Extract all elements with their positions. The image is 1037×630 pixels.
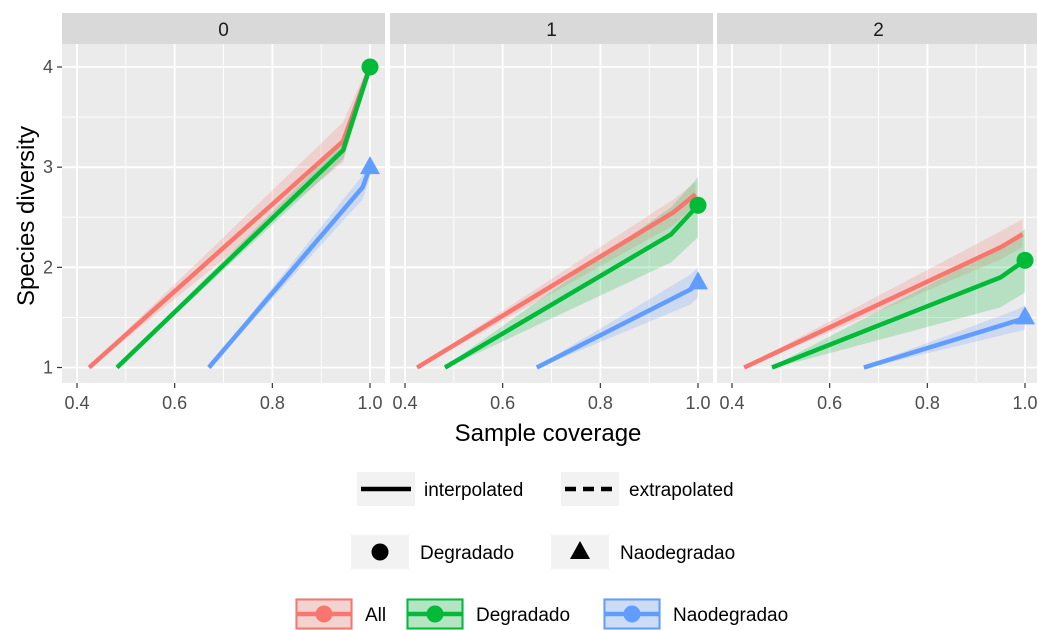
- legend-entry-Degradado: Degradado: [406, 598, 570, 630]
- confidence-band-naodegradao: [863, 305, 1025, 369]
- legend-entry-All: All: [295, 598, 386, 630]
- x-tick-label: 0.4: [719, 393, 744, 413]
- confidence-band-naodegradao: [536, 267, 698, 369]
- legend: interpolated extrapolated Degradado Naodegr…: [295, 472, 788, 630]
- confidence-band-all: [744, 219, 1023, 369]
- y-tick-label: 4: [43, 57, 53, 77]
- facet-panel-1: 1 0.4 0.6 0.8 1.0: [390, 13, 713, 413]
- x-tick-label: 0.8: [588, 393, 613, 413]
- x-tick-label: 0.4: [392, 393, 417, 413]
- legend-label: Degradado: [476, 605, 570, 626]
- grid: [717, 44, 1037, 383]
- legend-entry-extrapolated: extrapolated: [561, 472, 734, 506]
- confidence-band-degradado: [772, 229, 1025, 369]
- facet-strip-label: 0: [218, 20, 229, 41]
- x-tick-label: 1.0: [357, 393, 382, 413]
- legend-label: Naodegradao: [673, 605, 788, 626]
- legend-entry-Naodegradao: Naodegradao: [603, 598, 788, 630]
- y-tick-label: 2: [43, 257, 53, 277]
- legend-key-point: [623, 605, 641, 623]
- facet-strip: [390, 13, 713, 44]
- legend-label: Naodegradao: [620, 543, 735, 564]
- observed-point-naodegradao: [360, 156, 380, 175]
- legend-label: interpolated: [424, 480, 523, 501]
- legend-entry-Naodegradao: Naodegradao: [551, 535, 735, 569]
- series-line-all: [416, 192, 697, 370]
- confidence-band-degradado: [445, 177, 698, 369]
- x-tick-label: 0.8: [260, 393, 285, 413]
- legend-key-point: [426, 605, 444, 623]
- facet-strip-label: 2: [873, 20, 884, 41]
- y-axis: 1 2 3 4: [43, 57, 62, 378]
- legend-key-point: [315, 605, 333, 623]
- facet-panel-2: 2 0.4 0.6 0.8 1.0: [717, 13, 1037, 413]
- observed-point-degradado: [1016, 251, 1034, 269]
- x-axis-title: Sample coverage: [455, 420, 642, 447]
- legend-shape: Degradado Naodegradao: [351, 535, 735, 569]
- legend-linetype: interpolated extrapolated: [357, 472, 734, 506]
- legend-entry-interpolated: interpolated: [357, 472, 523, 506]
- legend-color: All Degradado Naodegradao: [295, 598, 788, 630]
- legend-entry-Degradado: Degradado: [351, 535, 514, 569]
- observed-point-naodegradao: [1015, 306, 1035, 325]
- observed-point-degradado: [689, 196, 707, 214]
- legend-label: extrapolated: [629, 480, 734, 501]
- y-tick-label: 1: [43, 358, 53, 378]
- x-tick-label: 1.0: [1012, 393, 1037, 413]
- grid: [390, 44, 713, 383]
- series-line-all: [743, 232, 1024, 370]
- legend-label: Degradado: [420, 543, 514, 564]
- x-tick-label: 1.0: [685, 393, 710, 413]
- y-tick-label: 3: [43, 157, 53, 177]
- legend-key-triangle: [570, 541, 590, 559]
- x-tick-label: 0.6: [817, 393, 842, 413]
- facet-strip-label: 1: [546, 20, 557, 41]
- y-axis-title: Species diversity: [13, 126, 40, 306]
- series-line-degradado: [115, 66, 373, 370]
- series-line-degradado: [443, 203, 700, 370]
- legend-key-circle: [371, 543, 389, 561]
- facet-strip: [62, 13, 385, 44]
- series-line-degradado: [771, 258, 1027, 370]
- facet-panel-0: 0 0.4 0.6 0.8 1.0: [62, 13, 385, 413]
- x-tick-label: 0.6: [162, 393, 187, 413]
- facet-strip: [717, 13, 1037, 44]
- observed-point-degradado: [361, 58, 379, 76]
- panels-layer: 0 0.4 0.6 0.8 1.0 1 0.4 0.6 0.8 1.0 2 0.4 0.6 0.8 1.0: [62, 13, 1037, 413]
- observed-point-naodegradao: [688, 271, 708, 290]
- x-tick-label: 0.8: [915, 393, 940, 413]
- confidence-band-all: [417, 182, 696, 369]
- x-tick-label: 0.4: [64, 393, 89, 413]
- legend-label: All: [365, 605, 386, 626]
- x-tick-label: 0.6: [490, 393, 515, 413]
